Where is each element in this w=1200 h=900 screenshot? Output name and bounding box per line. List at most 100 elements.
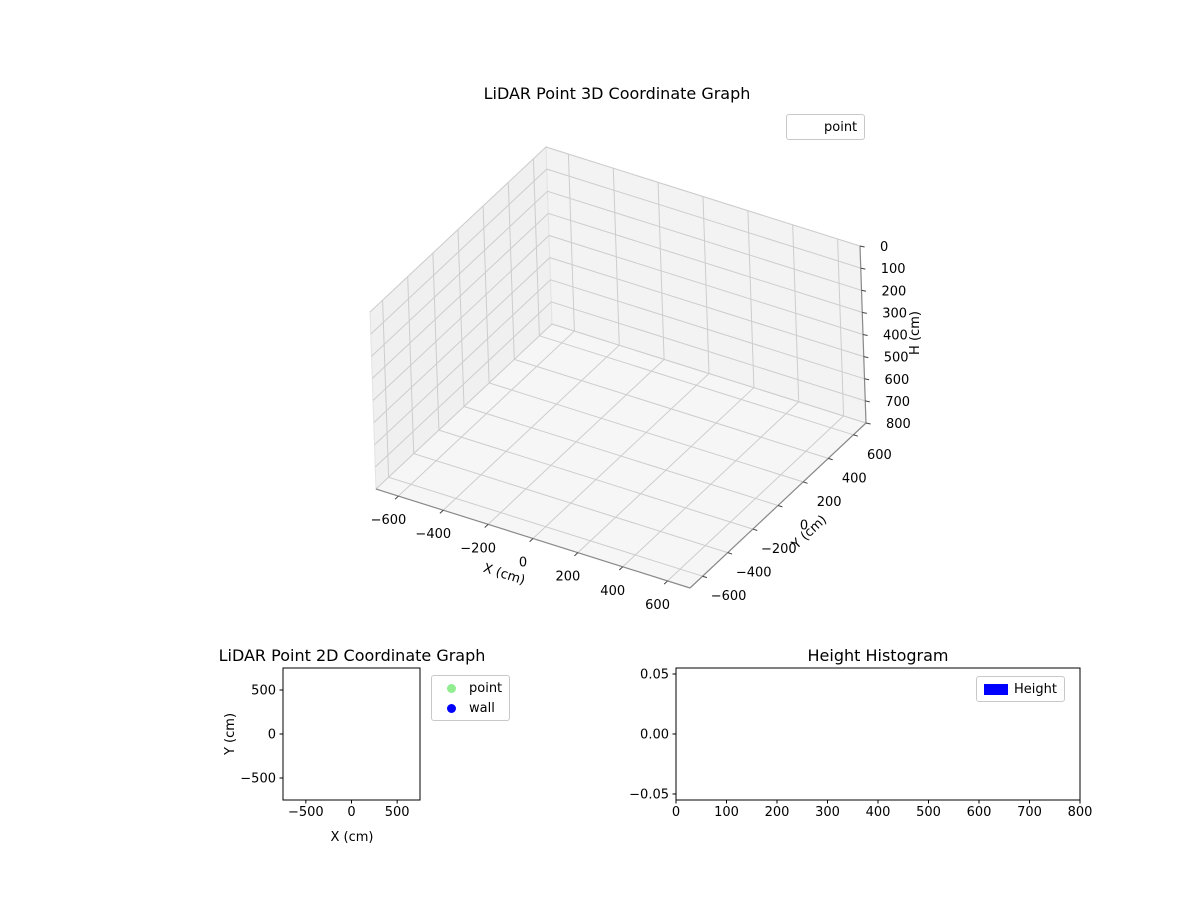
plot2d-axes: −500 0 500 500 0 −500 — [240, 667, 421, 820]
z-tick — [860, 267, 866, 270]
z-gridline — [371, 190, 862, 357]
z-gridline — [372, 234, 864, 401]
y-tick-label: −0.05 — [629, 788, 669, 803]
z-gridline — [369, 146, 861, 313]
z-tick — [861, 289, 867, 292]
x-tick-label: 0 — [519, 556, 527, 571]
x-tick-label: −400 — [415, 527, 451, 542]
z-gridline — [370, 168, 861, 335]
legend-label-height: Height — [1014, 681, 1057, 697]
plot3d-axes: −600−400−2000200400600−600−400−200020040… — [369, 145, 911, 613]
y-tick — [802, 481, 808, 484]
x-tick-label: 800 — [1068, 805, 1093, 820]
plot3d-legend: point — [786, 114, 866, 140]
y-tick-label: −500 — [240, 772, 276, 787]
x-tick — [574, 552, 579, 557]
plot3d-ylabel: Y (cm) — [788, 513, 830, 553]
y-tick-label: 400 — [842, 471, 867, 486]
z-tick — [865, 422, 871, 425]
height-patch-icon — [984, 683, 1008, 695]
z-tick — [864, 378, 870, 381]
plot3d-title: LiDAR Point 3D Coordinate Graph — [484, 84, 751, 103]
x-tick — [529, 538, 534, 543]
x-tick-label: 200 — [765, 805, 790, 820]
y-tick-label: 500 — [251, 684, 276, 699]
z-tick-label: 500 — [884, 351, 909, 366]
z-tick — [859, 245, 865, 248]
y-tick — [777, 505, 783, 508]
y-tick-label: 0 — [800, 519, 808, 534]
legend-label-wall: wall — [469, 700, 495, 716]
x-tick-label: 0 — [347, 805, 355, 820]
point-marker-handle — [439, 682, 463, 694]
x-tick-label: 600 — [967, 805, 992, 820]
x-tick — [484, 523, 489, 528]
y-tick-label: 600 — [867, 448, 892, 463]
z-tick-label: 0 — [880, 240, 888, 255]
x-tick-label: 700 — [1017, 805, 1042, 820]
z-gridline — [374, 301, 866, 468]
z-gridline — [374, 279, 865, 446]
y-tick — [702, 575, 708, 579]
plot2d-title: LiDAR Point 2D Coordinate Graph — [219, 646, 486, 665]
legend-label-point-2d: point — [469, 680, 503, 696]
y-tick-label: −400 — [736, 566, 772, 581]
z-tick-label: 600 — [885, 373, 910, 388]
x-tick-label: 100 — [714, 805, 739, 820]
legend-row-point: point — [794, 118, 857, 136]
plot2d-legend: point wall — [431, 675, 511, 721]
plot2d-ylabel: Y (cm) — [223, 713, 238, 756]
z-tick — [865, 400, 870, 403]
x-tick-label: −600 — [371, 513, 407, 528]
histogram-title: Height Histogram — [808, 646, 949, 665]
axes-frame — [282, 667, 421, 801]
y-tick-label: 0 — [268, 728, 276, 743]
y-tick-label: 0.00 — [640, 728, 669, 743]
z-tick-label: 100 — [881, 262, 906, 277]
x-tick-label: 400 — [866, 805, 891, 820]
histogram-axes: 0 100 200 300 400 500 600 700 800 0.05 0.00 −0.05 — [629, 667, 1093, 820]
legend-row-wall: wall — [439, 699, 502, 717]
y-tick-label: 0.05 — [640, 668, 669, 683]
x-tick-label: 400 — [600, 584, 625, 599]
wall-marker-icon — [446, 703, 456, 713]
x-tick-label: −500 — [288, 805, 324, 820]
x-tick-label: 0 — [672, 805, 680, 820]
x-tick-label: 200 — [555, 570, 580, 585]
y-tick — [752, 528, 758, 531]
z-gridline — [373, 257, 864, 423]
histogram-legend: Height — [976, 676, 1065, 702]
y-tick — [853, 434, 858, 437]
empty-marker-handle — [794, 121, 818, 133]
plot2d-xlabel: X (cm) — [331, 830, 374, 845]
y-tick — [828, 457, 833, 461]
z-tick-label: 700 — [885, 395, 910, 410]
x-tick — [439, 509, 444, 514]
x-tick-label: 300 — [815, 805, 840, 820]
y-tick-label: 200 — [817, 495, 842, 510]
x-tick-label: 500 — [385, 805, 410, 820]
point-marker-icon — [446, 683, 456, 693]
z-tick-label: 200 — [882, 284, 907, 299]
x-tick-label: 500 — [916, 805, 941, 820]
x-tick — [618, 566, 624, 571]
y-tick-label: −200 — [761, 542, 797, 557]
z-tick — [863, 356, 869, 359]
x-tick-label: −200 — [460, 541, 496, 556]
y-tick-label: −600 — [711, 589, 747, 604]
z-gridline — [371, 212, 863, 379]
y-tick — [727, 552, 733, 555]
z-tick — [862, 311, 867, 314]
z-tick-label: 800 — [886, 417, 911, 432]
z-tick-label: 300 — [882, 306, 907, 321]
z-gridline — [375, 323, 867, 490]
wall-marker-handle — [439, 702, 463, 714]
x-tick — [394, 495, 399, 500]
legend-row-point: point — [439, 679, 502, 697]
z-tick — [862, 334, 868, 336]
plot3d-zlabel: H (cm) — [908, 311, 923, 355]
z-tick-label: 400 — [883, 329, 908, 344]
x-tick — [663, 580, 668, 585]
